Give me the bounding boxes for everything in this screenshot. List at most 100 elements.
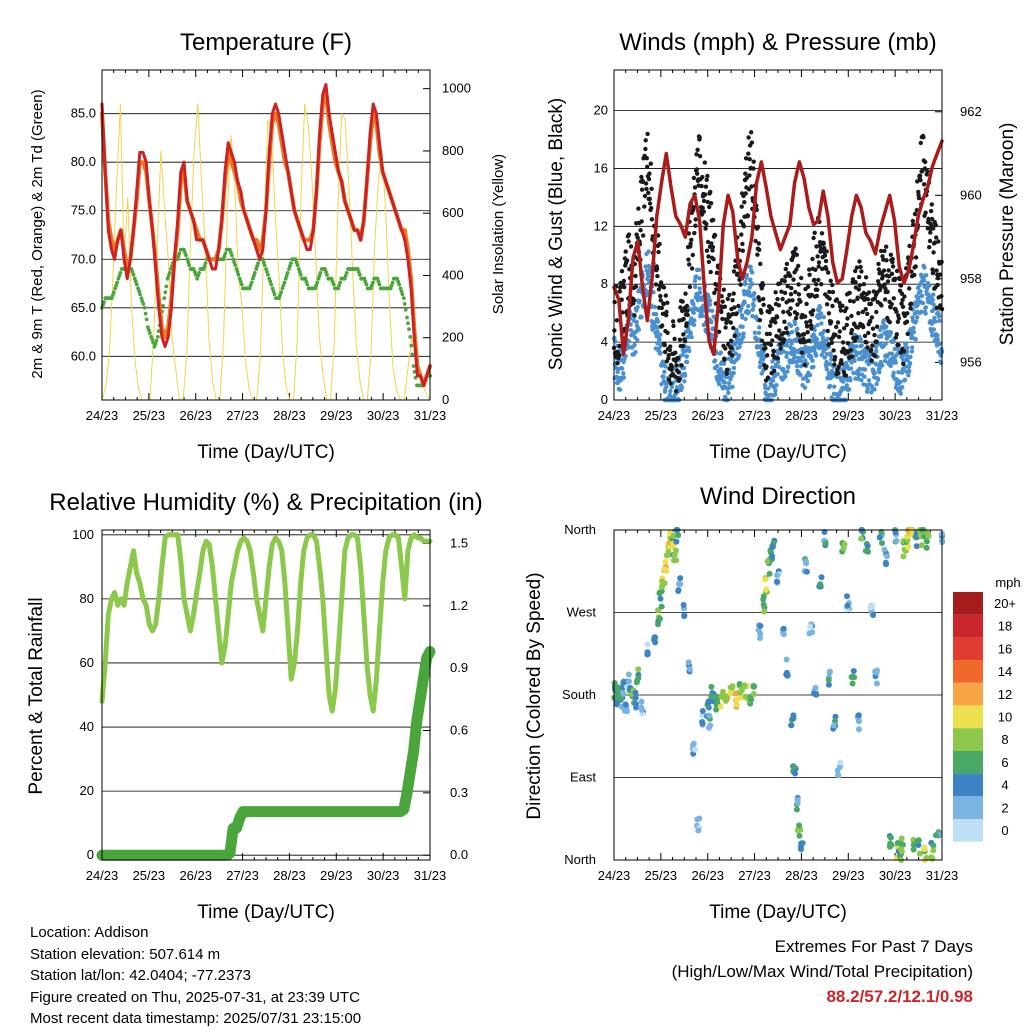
direction-point	[751, 683, 757, 690]
wind-point	[821, 314, 826, 320]
wind-point	[700, 313, 705, 318]
direction-point	[737, 689, 743, 696]
wind-point	[697, 276, 702, 281]
gust-point	[672, 336, 677, 342]
x-tick-label: 28/23	[785, 408, 818, 423]
gust-point	[927, 238, 933, 244]
gust-point	[788, 273, 793, 279]
direction-point	[873, 669, 880, 676]
direction-point	[662, 558, 669, 565]
gust-point	[692, 185, 698, 190]
gust-point	[657, 241, 662, 247]
wind-point	[819, 352, 824, 358]
y-axis-label: Sonic Wind & Gust (Blue, Black)	[546, 98, 567, 370]
wind-point	[800, 354, 806, 359]
dewpoint-point	[141, 302, 146, 306]
x-tick-label: 30/23	[367, 868, 400, 883]
direction-point	[892, 529, 899, 536]
legend-swatch	[953, 728, 983, 751]
gust-point	[802, 362, 807, 368]
y2-tick-label: 0	[442, 392, 449, 407]
wind-point	[913, 319, 919, 324]
dewpoint-point	[143, 311, 148, 316]
gust-point	[693, 223, 698, 228]
wind-point	[784, 343, 790, 348]
dewpoint-point	[201, 267, 206, 271]
wind-point	[905, 358, 910, 363]
gust-point	[845, 316, 850, 321]
x-tick-label: 30/23	[879, 868, 912, 883]
gust-point	[653, 282, 659, 287]
extremes-values: 88.2/57.2/12.1/0.98	[826, 987, 973, 1006]
wind-pressure-panel: Winds (mph) & Pressure (mb) Time (Day/UTC…	[546, 29, 1018, 463]
wind-point	[821, 328, 827, 334]
direction-point	[865, 548, 871, 555]
direction-point	[783, 656, 790, 663]
gust-point	[775, 296, 780, 302]
wind-point	[923, 311, 928, 316]
wind-point	[744, 272, 749, 278]
gust-series	[611, 130, 945, 394]
gust-point	[758, 261, 763, 267]
y2-tick-label: 962	[960, 104, 982, 119]
gust-point	[929, 216, 935, 222]
direction-point	[666, 551, 673, 558]
direction-point	[923, 854, 930, 861]
x-tick-label: 31/23	[414, 408, 447, 423]
direction-point	[625, 671, 632, 678]
gust-point	[725, 318, 730, 323]
wind-point	[774, 383, 779, 388]
wind-point	[662, 369, 667, 375]
dewpoint-point	[161, 304, 165, 308]
wind-point	[854, 344, 859, 349]
wind-point	[931, 327, 937, 332]
x-tick-label: 30/23	[367, 408, 400, 423]
gust-point	[853, 268, 858, 274]
gust-point	[804, 301, 809, 307]
gust-point	[781, 337, 787, 342]
gust-point	[674, 363, 679, 368]
wind-point	[924, 286, 930, 291]
gust-point	[807, 267, 812, 272]
direction-point	[803, 568, 810, 575]
legend-swatch	[953, 682, 983, 706]
gust-point	[887, 320, 892, 325]
wind-point	[824, 359, 829, 365]
direction-point	[762, 576, 769, 583]
direction-point	[873, 680, 880, 687]
wind-point	[812, 345, 818, 350]
gust-point	[732, 305, 737, 310]
gust-point	[898, 283, 904, 288]
wind-point	[707, 298, 713, 303]
direction-point	[733, 701, 740, 708]
gust-point	[621, 278, 627, 284]
wind-point	[788, 323, 794, 328]
gust-point	[685, 312, 690, 318]
x-tick-label: 24/23	[598, 408, 631, 423]
recent-timestamp: Most recent data timestamp: 2025/07/31 2…	[30, 1010, 362, 1027]
gust-point	[749, 184, 754, 189]
direction-point	[887, 834, 894, 841]
gust-point	[794, 252, 799, 257]
y-tick-label: 16	[594, 160, 608, 175]
dewpoint-point	[329, 276, 334, 281]
gust-point	[829, 340, 834, 345]
wind-point	[719, 373, 725, 379]
gust-point	[797, 333, 802, 338]
wind-point	[740, 315, 745, 320]
gust-point	[746, 151, 751, 156]
x-tick-label: 31/23	[926, 868, 959, 883]
gust-point	[681, 316, 686, 322]
gust-point	[765, 353, 770, 358]
wind-point	[888, 363, 893, 369]
direction-point	[694, 816, 701, 823]
dewpoint-point	[395, 276, 400, 281]
direction-point	[796, 822, 803, 829]
dewpoint-point	[228, 247, 232, 252]
dewpoint-point	[187, 263, 192, 267]
gust-point	[881, 268, 887, 273]
gust-point	[895, 319, 901, 324]
gust-point	[878, 248, 884, 254]
wind-point	[775, 360, 781, 365]
wind-point	[668, 389, 673, 394]
